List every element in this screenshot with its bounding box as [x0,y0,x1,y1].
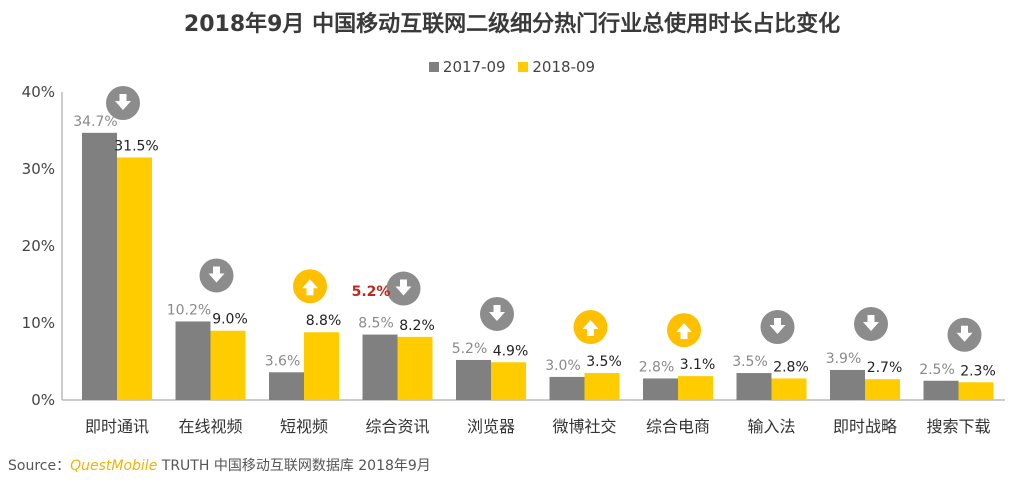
legend-swatch-2018 [518,62,529,72]
data-label-2017: 3.5% [732,354,768,370]
chart-legend: 2017-09 2018-09 [0,58,1024,76]
data-label-2018: 2.8% [773,359,809,375]
bar-2017 [269,372,304,400]
data-label-2018: 8.2% [399,318,435,334]
data-label-2017: 3.9% [826,351,862,367]
data-label-2018: 31.5% [114,138,158,154]
x-tick-label: 即时通讯 [85,417,149,436]
x-tick-label: 微博社交 [552,417,616,436]
data-label-2018: 2.7% [867,360,903,376]
y-tick-label: 20% [22,237,55,255]
bar-2018 [865,379,900,400]
x-tick-label: 综合资讯 [365,417,429,436]
data-label-2018: 4.9% [493,343,529,359]
bar-2017 [82,132,117,400]
x-tick-label: 综合电商 [646,417,710,436]
x-tick-label: 短视频 [280,417,328,436]
arrow-down-circle-icon [854,306,888,341]
bar-2018 [771,378,807,400]
bar-2018 [584,373,620,400]
bar-2018 [678,376,713,400]
bar-2017 [736,373,772,400]
arrow-down-circle-icon [760,310,795,345]
y-tick-label: 40% [22,83,55,101]
arrow-up-circle-icon [667,313,701,348]
data-label-2018: 3.5% [586,354,622,370]
bar-2017 [175,321,211,400]
x-tick-label: 即时战略 [833,417,897,436]
data-label-2017: 34.7% [73,114,117,130]
bar-2018 [117,157,152,400]
data-label-2017: 3.6% [265,353,301,369]
arrow-down-circle-icon [106,86,140,120]
x-tick-label: 在线视频 [178,417,242,436]
bar-2017 [643,378,678,400]
legend-label-2018: 2018-09 [532,58,596,76]
y-tick-label: 10% [22,314,55,332]
data-label-2017: 2.8% [639,359,675,375]
bar-2017 [456,359,491,400]
y-tick-label: 30% [22,160,55,178]
source-suffix: TRUTH 中国移动互联网数据库 2018年9月 [157,458,431,474]
arrow-down-circle-icon [386,271,421,306]
data-label-2017: 10.2% [167,302,211,318]
bar-2017 [830,369,865,400]
data-label-2017: 3.0% [545,358,581,374]
legend-swatch-2017 [428,62,439,72]
arrow-up-circle-icon [293,269,327,304]
chart-title: 2018年9月 中国移动互联网二级细分热门行业总使用时长占比变化 [183,12,841,37]
bar-2018 [491,362,526,400]
data-label-2018: 9.0% [212,312,248,328]
legend-item-2017: 2017-09 [428,58,506,76]
data-label-2017: 5.2% [452,341,488,357]
source-brand: QuestMobile [70,458,158,474]
data-label-2018: 8.8% [306,313,342,329]
bar-2017 [362,334,398,400]
legend-item-2018: 2018-09 [518,58,595,76]
data-label-2017: 8.5% [358,316,394,332]
arrow-down-circle-icon [199,258,234,293]
highlight-label: 5.2% [352,284,391,300]
x-tick-label: 输入法 [747,417,795,436]
bar-2018 [958,382,994,400]
x-tick-label: 浏览器 [467,417,515,436]
bar-2018 [397,336,433,400]
source-prefix: Source： [8,458,71,474]
x-tick-label: 搜索下载 [926,417,990,436]
arrow-down-circle-icon [480,296,514,331]
data-label-2018: 2.3% [960,363,996,379]
legend-label-2017: 2017-09 [442,58,506,76]
data-label-2018: 3.1% [680,357,716,373]
source-note: Source：QuestMobile TRUTH 中国移动互联网数据库 2018… [8,455,431,475]
bar-2018 [210,330,246,400]
y-tick-label: 0% [31,391,55,409]
data-label-2017: 2.5% [919,362,955,378]
arrow-down-circle-icon [947,317,982,352]
bar-2018 [304,332,339,400]
arrow-up-circle-icon [573,310,608,345]
bar-2017 [549,376,585,400]
bar-2017 [923,380,959,400]
